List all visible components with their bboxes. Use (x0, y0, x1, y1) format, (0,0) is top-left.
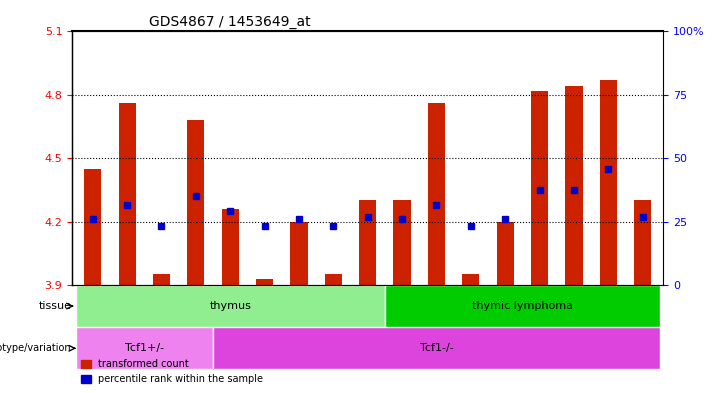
Text: Tcf1-/-: Tcf1-/- (420, 343, 454, 353)
Text: tissue: tissue (38, 301, 71, 311)
FancyBboxPatch shape (385, 285, 660, 327)
Text: GDS4867 / 1453649_at: GDS4867 / 1453649_at (149, 15, 311, 29)
Bar (462, 274, 479, 285)
Bar (531, 90, 548, 285)
Bar (428, 103, 445, 285)
Bar (565, 86, 583, 285)
Bar (291, 222, 308, 285)
FancyBboxPatch shape (76, 327, 213, 369)
Bar (324, 274, 342, 285)
Bar (153, 274, 170, 285)
FancyBboxPatch shape (76, 285, 385, 327)
Text: thymus: thymus (209, 301, 251, 311)
Text: thymic lymphoma: thymic lymphoma (472, 301, 573, 311)
Text: genotype/variation: genotype/variation (0, 343, 71, 353)
Bar (187, 120, 205, 285)
Bar (497, 222, 514, 285)
Bar (359, 200, 376, 285)
Legend: transformed count, percentile rank within the sample: transformed count, percentile rank withi… (77, 356, 267, 388)
Bar (84, 169, 102, 285)
Bar (394, 200, 411, 285)
Text: Tcf1+/-: Tcf1+/- (125, 343, 164, 353)
Bar (256, 279, 273, 285)
Bar (221, 209, 239, 285)
Bar (118, 103, 136, 285)
FancyBboxPatch shape (213, 327, 660, 369)
Bar (634, 200, 651, 285)
Bar (600, 80, 617, 285)
